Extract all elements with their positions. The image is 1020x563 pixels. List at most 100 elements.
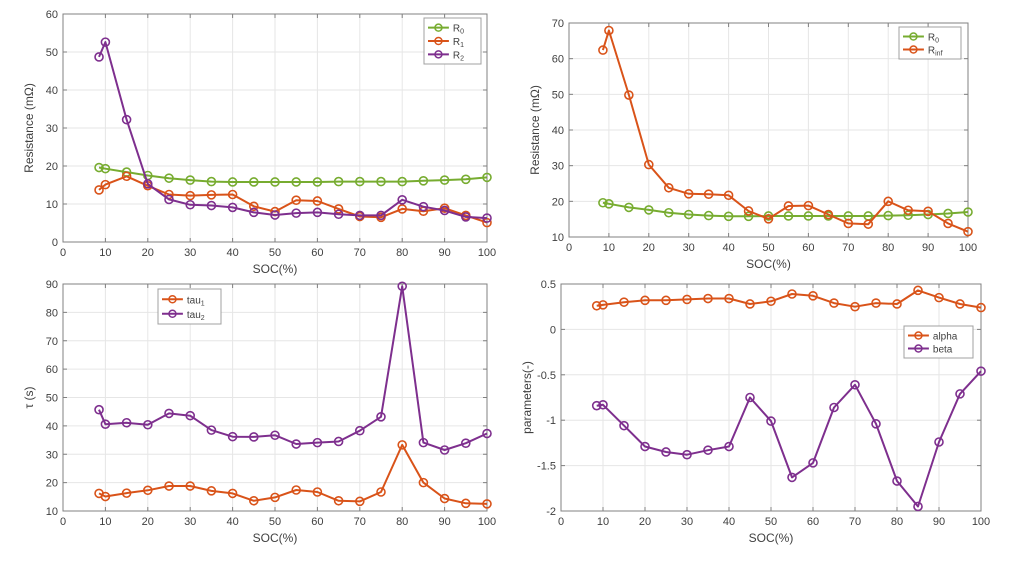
data-point [598,45,608,55]
data-point [663,207,674,218]
data-point [850,379,860,390]
data-point [206,486,217,496]
x-tick-label: 60 [311,247,323,259]
data-point [591,300,602,311]
legend-item-alpha: alpha [908,331,958,343]
legend-label-subscript: 1 [460,42,464,49]
y-tick-label: 40 [46,85,58,97]
data-point [787,472,797,483]
y-tick-label: 70 [552,18,564,30]
legend-box [898,26,962,60]
x-tick-label: 0 [60,247,66,259]
data-point [955,389,965,399]
x-tick-label: 10 [597,516,609,528]
data-point [619,297,629,307]
data-point [100,179,111,190]
data-point [397,195,408,205]
data-point [903,205,913,216]
legend-marker [909,45,918,54]
data-point [206,190,217,200]
x-tick-label: 0 [558,516,564,528]
data-point [787,289,797,299]
legend-label-subscript: inf [935,51,942,58]
data-point [783,201,794,211]
data-point [270,210,280,220]
legend-label: beta [933,345,953,356]
legend-label-subscript: 2 [201,315,205,322]
data-point [703,293,713,304]
data-point [871,419,881,429]
x-tick-label: 0 [60,516,66,528]
data-point [808,291,818,301]
data-point [943,208,953,219]
series-tau1 [94,440,492,509]
legend-label-subscript: 1 [201,300,205,307]
data-point [808,458,818,468]
data-point [439,445,450,455]
data-point [333,495,344,506]
y-tick-label: -1 [546,415,556,427]
data-point [312,196,323,206]
x-tick-label: 50 [269,516,281,528]
x-tick-label: 100 [959,242,977,254]
data-point [976,366,986,376]
data-point [121,417,132,428]
data-point [418,201,429,212]
data-point [100,419,111,429]
y-axis-label: Resistance (mΩ) [528,85,542,175]
data-point [100,163,111,174]
data-point [94,404,104,415]
data-point [439,175,450,185]
y-tick-label: 20 [552,196,564,208]
data-point [703,189,714,199]
x-tick-label: 100 [478,247,496,259]
data-point [185,190,195,201]
chart-alpha-beta: 0 10 20 30 40 50 60 70 80 90 100 -2 -1.5 -1 -0.5 0 0.5 SO… [520,279,990,545]
data-point [682,449,692,460]
data-point [312,487,323,497]
series-beta [591,366,986,512]
data-point [397,204,408,214]
data-point [934,292,944,303]
data-point [249,207,259,218]
data-point [745,392,755,403]
legend-marker [168,295,177,304]
data-point [955,299,965,309]
y-tick-label: 50 [46,393,58,405]
data-point [418,437,429,448]
data-point [591,400,602,411]
data-point [249,432,259,442]
y-tick-label: 80 [46,307,58,319]
data-point [661,295,671,306]
data-point [766,416,776,426]
x-tick-label: 50 [269,247,281,259]
legend-label-subscript: 0 [935,38,939,45]
data-point [850,301,860,312]
x-tick-label: 10 [99,516,111,528]
data-point [439,205,450,216]
data-point [312,437,323,448]
data-point [143,485,153,496]
y-tick-label: 0 [52,237,58,249]
x-tick-label: 40 [226,516,238,528]
data-point [460,174,471,185]
x-tick-label: 90 [922,242,934,254]
data-point [185,175,195,185]
data-point [291,439,302,449]
data-point [892,476,902,486]
x-tick-label: 40 [722,242,734,254]
x-tick-label: 40 [226,247,238,259]
legend-label: R0 [453,24,464,36]
legend-marker [434,36,443,46]
data-point [312,207,323,218]
data-point [598,197,608,208]
x-tick-label: 30 [184,516,196,528]
data-point [703,445,713,455]
data-point [482,172,492,183]
x-tick-label: 60 [802,242,814,254]
data-point [291,485,302,495]
data-point [354,176,365,187]
series-alpha [591,285,986,313]
data-point [663,182,674,193]
